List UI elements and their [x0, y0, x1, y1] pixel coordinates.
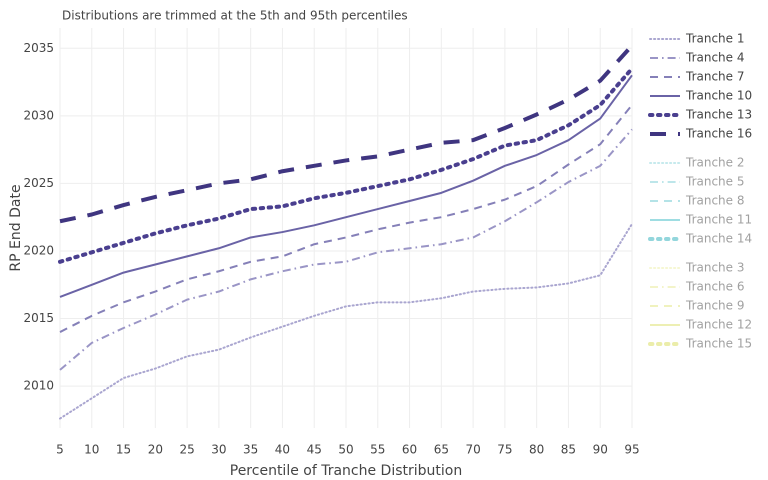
legend-label: Tranche 8: [685, 194, 745, 208]
legend-label: Tranche 10: [685, 89, 752, 103]
x-tick-label: 75: [497, 443, 512, 457]
y-tick-label: 2025: [23, 176, 54, 190]
legend-label: Tranche 13: [685, 108, 752, 122]
x-tick-label: 25: [179, 443, 194, 457]
legend-item: Tranche 9: [650, 299, 745, 313]
x-tick-label: 30: [211, 443, 226, 457]
legend-label: Tranche 1: [685, 32, 745, 46]
legend-item: Tranche 3: [649, 261, 745, 275]
legend-label: Tranche 2: [685, 156, 745, 170]
y-tick-label: 2035: [23, 41, 54, 55]
x-tick-label: 15: [116, 443, 131, 457]
y-tick-label: 2010: [23, 379, 54, 393]
x-tick-label: 95: [624, 443, 639, 457]
legend-item: Tranche 12: [650, 318, 752, 332]
legend-item: Tranche 14: [648, 232, 752, 246]
x-tick-label: 20: [148, 443, 163, 457]
legend-label: Tranche 6: [685, 280, 745, 294]
x-tick-label: 55: [370, 443, 385, 457]
legend-item: Tranche 8: [650, 194, 745, 208]
x-tick-label: 40: [275, 443, 290, 457]
x-tick-label: 35: [243, 443, 258, 457]
legend-label: Tranche 9: [685, 299, 745, 313]
legend-label: Tranche 15: [685, 337, 752, 351]
legend-label: Tranche 3: [685, 261, 745, 275]
legend-item: Tranche 11: [650, 213, 752, 227]
legend-label: Tranche 11: [685, 213, 752, 227]
legend-label: Tranche 14: [685, 232, 752, 246]
legend-label: Tranche 7: [685, 70, 745, 84]
series-line: [59, 222, 633, 420]
legend-item: Tranche 15: [648, 337, 752, 351]
x-axis-label: Percentile of Tranche Distribution: [230, 463, 462, 479]
x-tick-label: 70: [465, 443, 480, 457]
x-tick-label: 50: [338, 443, 353, 457]
series-line: [59, 128, 633, 371]
legend-item: Tranche 16: [650, 127, 752, 141]
y-tick-label: 2015: [23, 311, 54, 325]
chart-title: Distributions are trimmed at the 5th and…: [62, 9, 408, 23]
legend-item: Tranche 2: [649, 156, 745, 170]
legend-label: Tranche 16: [685, 127, 752, 141]
x-tick-label: 5: [56, 443, 64, 457]
y-tick-label: 2020: [23, 243, 54, 257]
legend-item: Tranche 4: [650, 51, 745, 65]
series-line: [58, 66, 634, 264]
legend-item: Tranche 6: [650, 280, 745, 294]
legend-label: Tranche 5: [685, 175, 745, 189]
legend-item: Tranche 1: [649, 32, 745, 46]
series-line: [59, 44, 634, 224]
series-line: [59, 74, 633, 298]
x-tick-label: 90: [593, 443, 608, 457]
legend-item: Tranche 5: [650, 175, 745, 189]
series-line: [59, 104, 633, 333]
legend-item: Tranche 10: [650, 89, 752, 103]
legend-item: Tranche 13: [648, 108, 752, 122]
x-tick-label: 65: [434, 443, 449, 457]
x-tick-label: 45: [307, 443, 322, 457]
x-tick-label: 60: [402, 443, 417, 457]
x-tick-label: 10: [84, 443, 99, 457]
legend-label: Tranche 4: [685, 51, 745, 65]
x-tick-label: 80: [529, 443, 544, 457]
legend-item: Tranche 7: [650, 70, 745, 84]
legend-label: Tranche 12: [685, 318, 752, 332]
x-tick-label: 85: [561, 443, 576, 457]
y-tick-label: 2030: [23, 108, 54, 122]
y-axis-label: RP End Date: [8, 184, 24, 271]
